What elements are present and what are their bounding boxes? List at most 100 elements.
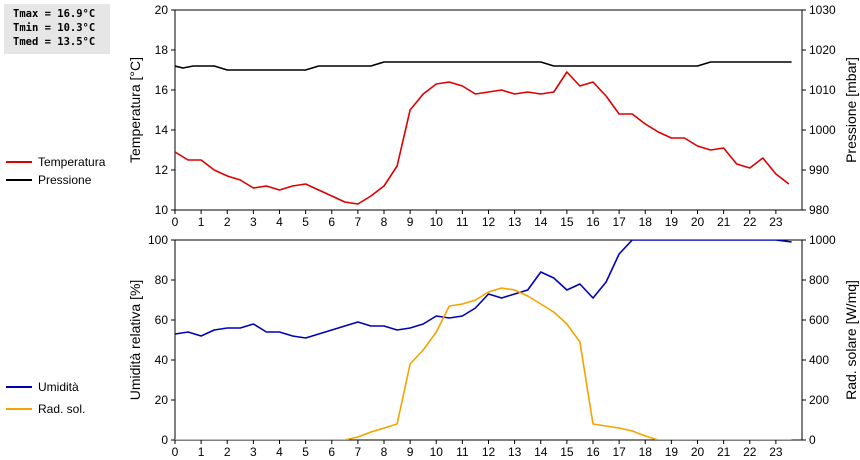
y-axis-right: 980 990 1000 1010 1020 1030: [802, 3, 836, 217]
x-tick-label: 19: [665, 215, 679, 229]
x-tick-label: 10: [430, 215, 444, 229]
x-tick-label: 20: [691, 215, 705, 229]
y2-tick-label: 200: [809, 393, 829, 407]
x-tick-label: 14: [534, 215, 548, 229]
x-tick-label: 18: [639, 215, 653, 229]
y-tick-label: 100: [148, 233, 168, 247]
x-tick-label: 12: [482, 445, 496, 459]
y2-tick-label: 600: [809, 313, 829, 327]
x-tick-label: 0: [172, 215, 179, 229]
x-tick-label: 6: [328, 215, 335, 229]
y-axis-right: 0 200 400 600 800 1000: [802, 233, 836, 447]
x-tick-label: 7: [355, 215, 362, 229]
plot-frame: [174, 239, 803, 441]
legend-label-temperatura: Temperatura: [38, 155, 106, 169]
x-tick-label: 3: [250, 445, 257, 459]
x-tick-label: 4: [276, 215, 283, 229]
x-tick-label: 21: [717, 215, 731, 229]
temperature-pressure-chart: 0 1 2 3 4 5 6 7 8 9 10 11 12 13 14 15 16 17 18 19 20 21 22 23 1…: [6, 3, 859, 229]
x-tick-label: 9: [407, 445, 414, 459]
x-tick-label: 13: [508, 445, 522, 459]
humidity-radiation-chart: 0 1 2 3 4 5 6 7 8 9 10 11 12 13 14 15 16 17 18 19 20 21 22 23 0…: [6, 233, 859, 459]
x-axis: 0 1 2 3 4 5 6 7 8 9 10 11 12 13 14 15 16 17 18 19 20 21 22 23: [172, 440, 783, 459]
legend-label-rad-sol: Rad. sol.: [38, 402, 85, 416]
y-axis-label: Temperatura [°C]: [127, 57, 143, 163]
x-tick-label: 20: [691, 445, 705, 459]
x-tick-label: 0: [172, 445, 179, 459]
y2-axis-label: Rad. solare [W/mq]: [843, 280, 859, 400]
y-tick-label: 16: [155, 83, 169, 97]
tmin-label: Tmin = 10.3°C: [13, 22, 96, 34]
y2-tick-label: 1000: [809, 233, 836, 247]
x-tick-label: 6: [328, 445, 335, 459]
series-line-pressione: [175, 61, 792, 71]
x-tick-label: 1: [198, 215, 205, 229]
x-tick-label: 1: [198, 445, 205, 459]
x-tick-label: 10: [430, 445, 444, 459]
x-tick-label: 7: [355, 445, 362, 459]
y-tick-label: 20: [155, 3, 169, 17]
y-axis-left: 10 12 14 16 18 20: [155, 3, 175, 217]
y2-tick-label: 1000: [809, 123, 836, 137]
series-line-rad-sol: [175, 287, 792, 440]
y2-tick-label: 800: [809, 273, 829, 287]
x-tick-label: 21: [717, 445, 731, 459]
legend: Temperatura Pressione: [6, 155, 106, 187]
x-tick-label: 9: [407, 215, 414, 229]
y2-axis-label: Pressione [mbar]: [843, 57, 859, 163]
legend: Umidità Rad. sol.: [6, 380, 85, 416]
x-tick-label: 18: [639, 445, 653, 459]
x-tick-label: 16: [586, 215, 600, 229]
x-tick-label: 4: [276, 445, 283, 459]
y-tick-label: 20: [155, 393, 169, 407]
x-tick-label: 13: [508, 215, 522, 229]
y2-tick-label: 1020: [809, 43, 836, 57]
x-tick-label: 3: [250, 215, 257, 229]
x-tick-label: 14: [534, 445, 548, 459]
legend-label-umidita: Umidità: [38, 380, 79, 394]
x-tick-label: 22: [743, 445, 757, 459]
y2-tick-label: 400: [809, 353, 829, 367]
x-tick-label: 8: [381, 445, 388, 459]
y-tick-label: 10: [155, 203, 169, 217]
x-tick-label: 12: [482, 215, 496, 229]
series-line-temperatura: [175, 71, 790, 205]
x-tick-label: 22: [743, 215, 757, 229]
y-tick-label: 60: [155, 313, 169, 327]
y2-tick-label: 980: [809, 203, 829, 217]
y-tick-label: 14: [155, 123, 169, 137]
tmax-label: Tmax = 16.9°C: [13, 8, 96, 20]
x-tick-label: 23: [769, 445, 783, 459]
x-tick-label: 15: [560, 215, 574, 229]
x-tick-label: 11: [456, 445, 469, 459]
y2-tick-label: 1030: [809, 3, 836, 17]
x-axis: 0 1 2 3 4 5 6 7 8 9 10 11 12 13 14 15 16 17 18 19 20 21 22 23: [172, 210, 783, 229]
y2-tick-label: 990: [809, 163, 829, 177]
y-axis-left: 0 20 40 60 80 100: [148, 233, 175, 447]
x-tick-label: 16: [586, 445, 600, 459]
legend-label-pressione: Pressione: [38, 173, 92, 187]
x-tick-label: 8: [381, 215, 388, 229]
x-tick-label: 17: [612, 215, 626, 229]
y-tick-label: 80: [155, 273, 169, 287]
x-tick-label: 19: [665, 445, 679, 459]
y-tick-label: 0: [161, 433, 168, 447]
x-tick-label: 5: [302, 445, 309, 459]
y-axis-label: Umidità relativa [%]: [127, 280, 143, 401]
y-tick-label: 18: [155, 43, 169, 57]
x-tick-label: 15: [560, 445, 574, 459]
y2-tick-label: 0: [809, 433, 816, 447]
series-line-umidita: [175, 240, 792, 339]
x-tick-label: 5: [302, 215, 309, 229]
x-tick-label: 23: [769, 215, 783, 229]
x-tick-label: 2: [224, 445, 231, 459]
x-tick-label: 11: [456, 215, 469, 229]
x-tick-label: 2: [224, 215, 231, 229]
plot-frame: [174, 9, 803, 211]
series-group: [175, 240, 792, 440]
x-tick-label: 17: [612, 445, 626, 459]
y-tick-label: 40: [155, 353, 169, 367]
y2-tick-label: 1010: [809, 83, 836, 97]
tmed-label: Tmed = 13.5°C: [13, 36, 96, 48]
